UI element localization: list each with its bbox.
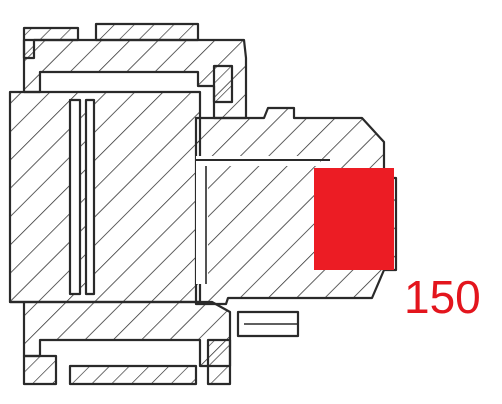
bore-gap-left bbox=[68, 98, 82, 296]
bottom-flange-left bbox=[22, 354, 58, 386]
top-flange-right bbox=[94, 22, 200, 42]
callout-label-150: 150 bbox=[404, 271, 481, 323]
highlighted-part bbox=[314, 168, 394, 270]
left-body bbox=[8, 90, 202, 304]
bottom-clamp-ring bbox=[8, 300, 232, 368]
bottom-right-block bbox=[206, 338, 232, 386]
bore-gap-mid bbox=[84, 98, 96, 296]
top-screw bbox=[212, 64, 234, 104]
bottom-flange-right bbox=[68, 364, 198, 386]
